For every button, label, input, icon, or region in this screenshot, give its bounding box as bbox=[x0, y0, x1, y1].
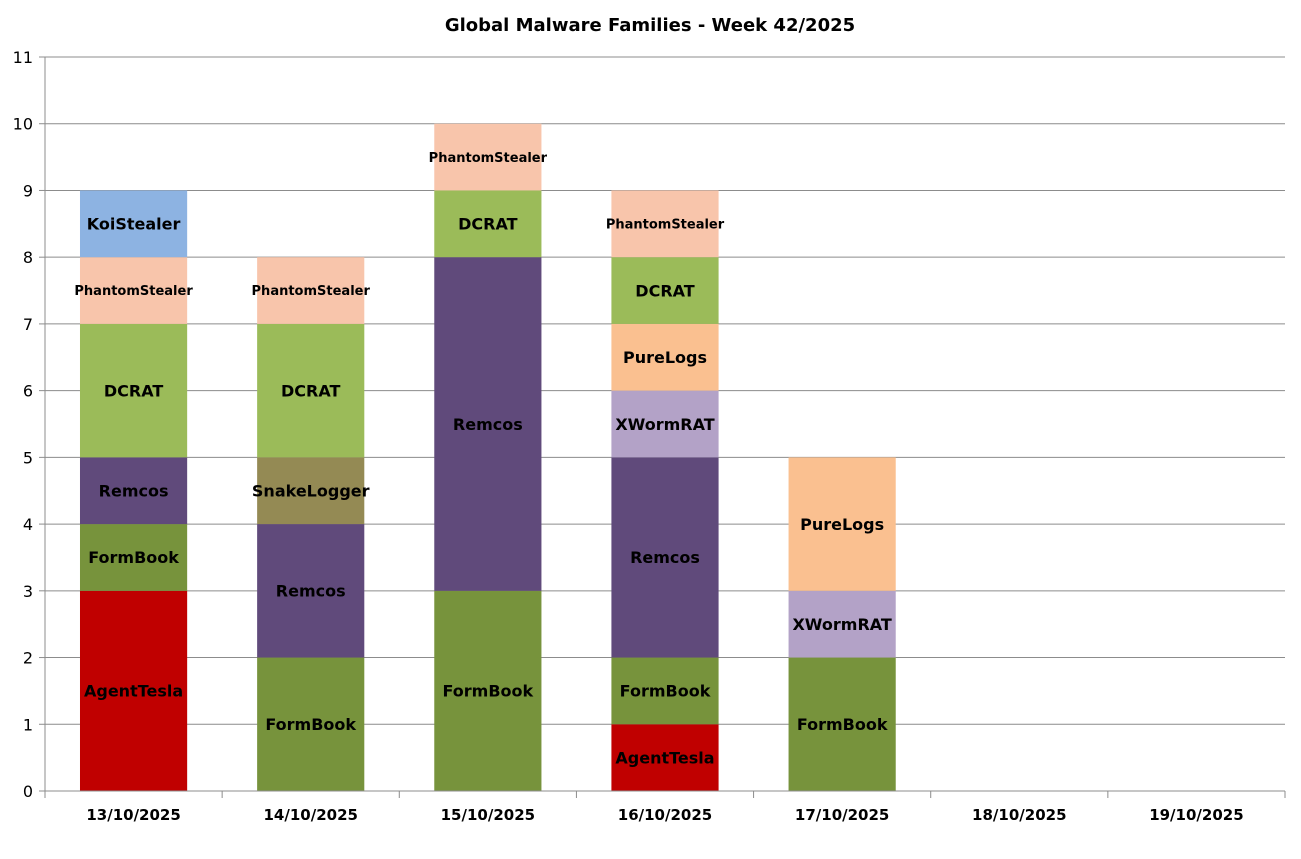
x-axis: 13/10/2025 14/10/2025 15/10/2025 16/10/2025… bbox=[44, 790, 1286, 824]
bar-segment-remcos bbox=[257, 524, 365, 658]
y-tick-label: 10 bbox=[13, 115, 33, 134]
bar-segment-label: FormBook bbox=[88, 548, 179, 567]
bar-segment-purelogs bbox=[788, 457, 896, 591]
bar-segment-label: Remcos bbox=[276, 582, 346, 601]
bar-segment-remcos bbox=[79, 457, 188, 525]
x-tick-label: 18/10/2025 bbox=[972, 806, 1066, 824]
bar-segment-label: FormBook bbox=[797, 715, 888, 734]
bar-segment-xwormrat bbox=[788, 590, 896, 658]
y-tick-label: 8 bbox=[23, 248, 33, 267]
bar-segment-label: XWormRAT bbox=[615, 415, 714, 434]
bar-segment-label: PhantomStealer bbox=[74, 284, 193, 299]
bar-segment-label: DCRAT bbox=[635, 281, 694, 300]
bar-segment-label: FormBook bbox=[265, 715, 356, 734]
bar-segment-label: FormBook bbox=[443, 682, 534, 701]
bar-segment-formbook bbox=[79, 524, 188, 591]
x-tick-label: 14/10/2025 bbox=[263, 806, 357, 824]
bar-segment-snakelogger bbox=[257, 457, 365, 525]
chart-title: Global Malware Families - Week 42/2025 bbox=[445, 15, 855, 36]
bar-segment-agenttesla bbox=[79, 590, 188, 791]
x-tick-label: 15/10/2025 bbox=[441, 806, 535, 824]
bar-segment-dcrat bbox=[434, 190, 542, 258]
bar-segment-label: DCRAT bbox=[104, 381, 163, 400]
bar-segment-phantomstealer bbox=[79, 257, 188, 324]
x-tick-label: 16/10/2025 bbox=[618, 806, 712, 824]
bar-segment-label: XWormRAT bbox=[792, 615, 891, 634]
bar-segment-label: KoiStealer bbox=[87, 215, 181, 234]
bar-segment-dcrat bbox=[257, 323, 365, 458]
bar-segment-label: AgentTesla bbox=[84, 682, 183, 701]
y-tick-label: 0 bbox=[23, 782, 33, 801]
bar-segment-label: PureLogs bbox=[623, 348, 707, 367]
bar-segment-phantomstealer bbox=[434, 123, 542, 191]
bar-segment-phantomstealer bbox=[611, 190, 719, 258]
bars: AgentTesla FormBook Remcos DCRAT PhantomStea… bbox=[74, 123, 896, 791]
bar-segment-label: DCRAT bbox=[281, 381, 340, 400]
bar-segment-phantomstealer bbox=[257, 257, 365, 324]
bar-segment-label: FormBook bbox=[620, 682, 711, 701]
bar-segment-label: Remcos bbox=[630, 548, 700, 567]
bar-segment-label: AgentTesla bbox=[615, 748, 714, 767]
bar-segment-label: DCRAT bbox=[458, 215, 517, 234]
bar-segment-label: PureLogs bbox=[800, 515, 884, 534]
y-tick-label: 1 bbox=[23, 715, 33, 734]
bar-segment-dcrat bbox=[79, 323, 188, 458]
bar-segment-label: SnakeLogger bbox=[252, 481, 370, 500]
bar-segment-remcos bbox=[434, 257, 542, 591]
bar-segment-formbook bbox=[434, 590, 542, 791]
y-tick-label: 5 bbox=[23, 448, 33, 467]
y-tick-label: 6 bbox=[23, 382, 33, 401]
bar-segment-formbook bbox=[257, 657, 365, 791]
y-tick-label: 2 bbox=[23, 649, 33, 668]
y-tick-label: 7 bbox=[23, 315, 33, 334]
bar-segment-dcrat bbox=[611, 257, 719, 324]
bar-segment-label: Remcos bbox=[453, 415, 523, 434]
x-tick-label: 17/10/2025 bbox=[795, 806, 889, 824]
y-tick-label: 3 bbox=[23, 582, 33, 601]
bar-segment-purelogs bbox=[611, 323, 719, 391]
x-tick-label: 13/10/2025 bbox=[86, 806, 180, 824]
bar-segment-label: PhantomStealer bbox=[252, 284, 371, 299]
bar-segment-formbook bbox=[611, 657, 719, 725]
bar-segment-remcos bbox=[611, 457, 719, 658]
bar-segment-label: Remcos bbox=[99, 481, 169, 500]
bar-segment-agenttesla bbox=[611, 724, 719, 791]
bar-segment-koistealer bbox=[79, 190, 188, 258]
y-tick-label: 4 bbox=[23, 515, 33, 534]
y-tick-label: 11 bbox=[13, 48, 33, 67]
y-tick-label: 9 bbox=[23, 181, 33, 200]
bar-segment-xwormrat bbox=[611, 390, 719, 458]
bar-segment-label: PhantomStealer bbox=[429, 151, 548, 166]
y-axis: 0 1 2 3 4 5 6 7 8 9 10 11 bbox=[13, 48, 46, 801]
bar-segment-formbook bbox=[788, 657, 896, 791]
bar-segment-label: PhantomStealer bbox=[606, 217, 725, 232]
x-tick-label: 19/10/2025 bbox=[1149, 806, 1243, 824]
